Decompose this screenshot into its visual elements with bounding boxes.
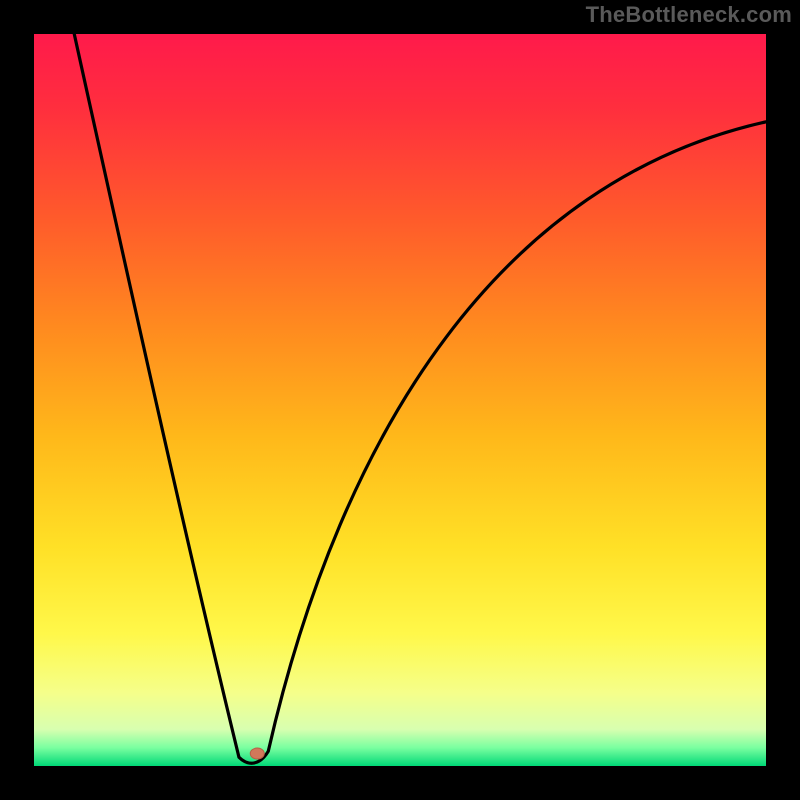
chart-container: TheBottleneck.com <box>0 0 800 800</box>
plot-area <box>34 34 766 766</box>
watermark-text: TheBottleneck.com <box>586 2 792 28</box>
plot-svg <box>34 34 766 766</box>
gradient-background <box>34 34 766 766</box>
min-marker <box>250 748 264 759</box>
